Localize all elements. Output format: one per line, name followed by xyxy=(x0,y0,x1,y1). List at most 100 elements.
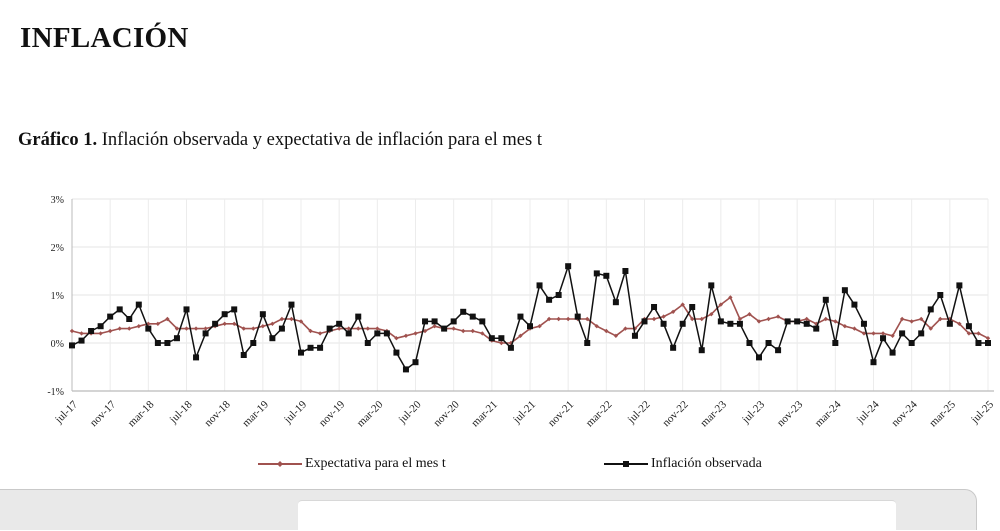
x-tick-label: mar-24 xyxy=(813,398,844,429)
point-expectativa xyxy=(718,302,724,307)
point-inflacion xyxy=(860,320,867,327)
chart-caption-text: Inflación observada y expectativa de inf… xyxy=(97,130,542,150)
point-inflacion xyxy=(336,320,343,327)
point-expectativa xyxy=(890,333,895,338)
point-inflacion xyxy=(574,313,581,320)
point-inflacion xyxy=(565,263,572,270)
point-inflacion xyxy=(937,292,944,298)
point-inflacion xyxy=(927,306,934,313)
point-inflacion xyxy=(727,320,734,327)
point-expectativa xyxy=(565,316,571,322)
point-expectativa xyxy=(604,328,609,334)
point-expectativa xyxy=(480,331,485,336)
x-tick-label: jul-22 xyxy=(625,399,653,427)
bottom-panel-inner xyxy=(298,500,896,531)
axes xyxy=(71,199,994,392)
point-inflacion xyxy=(288,301,295,308)
point-inflacion xyxy=(145,325,152,332)
point-expectativa xyxy=(670,309,676,314)
point-expectativa xyxy=(985,336,991,341)
point-inflacion xyxy=(107,313,114,320)
point-expectativa xyxy=(499,340,504,346)
point-expectativa xyxy=(260,324,266,329)
point-inflacion xyxy=(450,318,457,325)
x-tick-label: mar-22 xyxy=(584,399,615,430)
point-expectativa xyxy=(546,316,552,322)
legend-item-expectativa: Expectativa para el mes t xyxy=(258,456,446,472)
point-expectativa xyxy=(747,312,752,317)
point-inflacion xyxy=(946,320,953,327)
x-tick-label: nov-20 xyxy=(431,398,462,429)
point-expectativa xyxy=(79,331,84,336)
point-inflacion xyxy=(584,340,591,346)
point-inflacion xyxy=(708,282,715,289)
point-inflacion xyxy=(183,306,190,313)
point-expectativa xyxy=(403,333,409,338)
point-inflacion xyxy=(985,340,991,346)
point-expectativa xyxy=(69,328,75,334)
point-expectativa xyxy=(279,316,285,322)
point-inflacion xyxy=(794,318,801,325)
point-expectativa xyxy=(317,331,323,336)
point-expectativa xyxy=(174,326,180,331)
point-expectativa xyxy=(136,324,141,329)
point-expectativa xyxy=(470,328,475,334)
point-expectativa xyxy=(775,314,781,319)
point-expectativa xyxy=(422,328,428,334)
point-inflacion xyxy=(717,318,724,325)
point-inflacion xyxy=(441,325,448,332)
point-inflacion xyxy=(240,352,247,358)
point-inflacion xyxy=(956,282,963,289)
point-expectativa xyxy=(871,331,876,336)
point-inflacion xyxy=(918,330,925,337)
point-inflacion xyxy=(460,308,467,315)
point-expectativa xyxy=(184,326,189,331)
point-inflacion xyxy=(193,354,200,361)
x-tick-label: jul-19 xyxy=(281,398,309,426)
y-tick-label: 3% xyxy=(51,195,64,206)
x-tick-label: nov-23 xyxy=(775,398,806,429)
series-inflacion xyxy=(69,263,991,373)
point-inflacion xyxy=(622,268,629,274)
point-expectativa xyxy=(594,324,599,329)
point-expectativa xyxy=(556,316,561,322)
point-expectativa xyxy=(107,328,113,334)
x-tick-label: nov-18 xyxy=(202,398,233,429)
point-inflacion xyxy=(889,349,896,356)
x-tick-label: mar-23 xyxy=(698,398,729,429)
point-inflacion xyxy=(660,320,667,327)
point-expectativa xyxy=(461,328,466,334)
x-tick-label: nov-24 xyxy=(889,398,920,429)
point-expectativa xyxy=(232,321,237,326)
point-expectativa xyxy=(852,326,857,331)
legend-item-inflacion: Inflación observada xyxy=(604,456,762,472)
point-expectativa xyxy=(375,326,380,331)
point-inflacion xyxy=(527,323,533,330)
point-expectativa xyxy=(222,321,227,326)
point-expectativa xyxy=(766,316,771,322)
point-inflacion xyxy=(736,320,743,327)
point-inflacion xyxy=(698,347,705,354)
point-inflacion xyxy=(507,344,514,351)
point-inflacion xyxy=(231,306,238,313)
point-expectativa xyxy=(756,319,762,324)
point-expectativa xyxy=(127,326,132,331)
point-expectativa xyxy=(909,319,914,324)
point-expectativa xyxy=(394,336,399,341)
point-expectativa xyxy=(842,324,848,329)
x-tick-label: jul-18 xyxy=(167,398,195,426)
point-expectativa xyxy=(833,319,838,324)
point-inflacion xyxy=(88,328,95,334)
point-inflacion xyxy=(202,330,209,337)
point-expectativa xyxy=(947,316,953,322)
point-expectativa xyxy=(919,316,924,322)
x-tick-label: jul-21 xyxy=(510,399,538,427)
point-expectativa xyxy=(251,326,256,331)
point-expectativa xyxy=(117,326,122,331)
point-expectativa xyxy=(804,316,809,322)
point-inflacion xyxy=(307,344,314,351)
point-expectativa xyxy=(289,316,294,322)
point-inflacion xyxy=(498,335,505,342)
x-tick-label: mar-25 xyxy=(927,398,958,429)
legend-label-inflacion: Inflación observada xyxy=(651,456,762,471)
